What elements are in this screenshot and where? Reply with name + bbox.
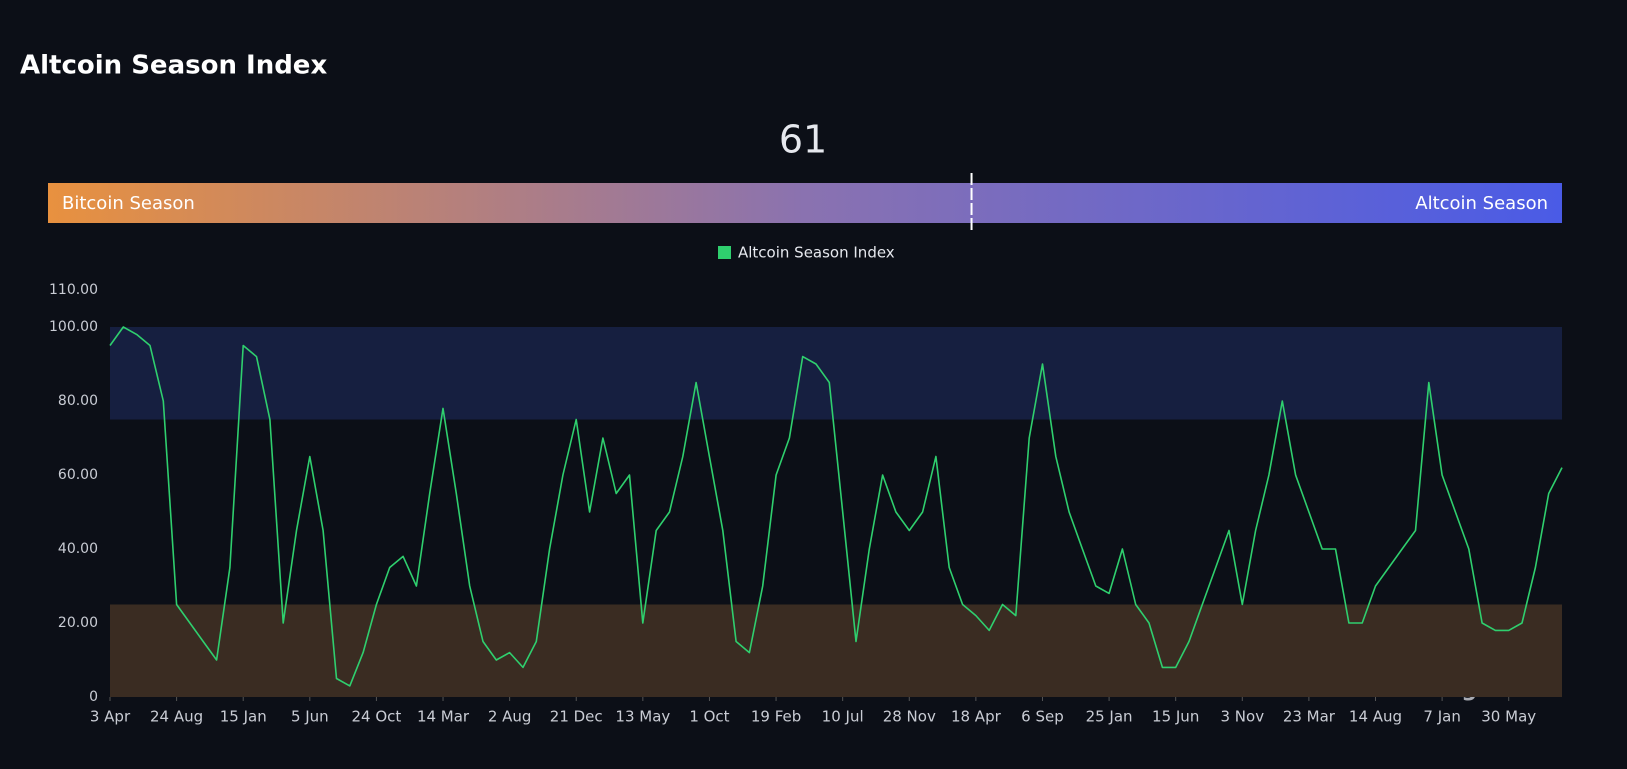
y-tick-label: 110.00 [49,282,98,298]
gauge-left-label: Bitcoin Season [62,193,195,214]
y-tick-label: 100.00 [49,319,98,335]
legend-swatch [718,246,731,259]
x-tick-label: 25 Jan [1086,708,1133,726]
gauge-right-label: Altcoin Season [1415,193,1548,214]
x-tick-label: 7 Jan [1423,708,1460,726]
x-tick-label: 23 Mar [1283,708,1336,726]
x-tick-label: 15 Jun [1152,708,1199,726]
x-tick-label: 6 Sep [1021,708,1064,726]
x-tick-label: 15 Jan [220,708,267,726]
page-title: Altcoin Season Index [20,51,327,81]
x-tick-label: 14 Aug [1349,708,1402,726]
x-tick-label: 13 May [615,708,670,726]
x-tick-label: 30 May [1481,708,1536,726]
x-tick-label: 1 Oct [689,708,729,726]
y-tick-label: 60.00 [58,467,98,483]
legend-label: Altcoin Season Index [738,244,895,262]
gauge-value: 61 [779,118,827,162]
x-tick-label: 18 Apr [951,708,1002,726]
band [110,327,1562,420]
x-tick-label: 3 Apr [90,708,131,726]
x-tick-label: 19 Feb [751,708,801,726]
x-tick-label: 2 Aug [488,708,532,726]
y-tick-label: 80.00 [58,393,98,409]
gauge-bar [48,183,1562,223]
x-tick-label: 28 Nov [883,708,936,726]
y-tick-label: 20.00 [58,615,98,631]
y-tick-label: 0 [89,689,98,705]
x-tick-label: 5 Jun [291,708,329,726]
x-tick-label: 14 Mar [417,708,470,726]
band [110,604,1562,697]
x-tick-label: 24 Aug [150,708,203,726]
y-tick-label: 40.00 [58,541,98,557]
x-tick-label: 24 Oct [352,708,402,726]
x-tick-label: 10 Jul [822,708,864,726]
x-tick-label: 21 Dec [550,708,603,726]
line-series [109,326,1563,687]
x-tick-label: 3 Nov [1220,708,1264,726]
